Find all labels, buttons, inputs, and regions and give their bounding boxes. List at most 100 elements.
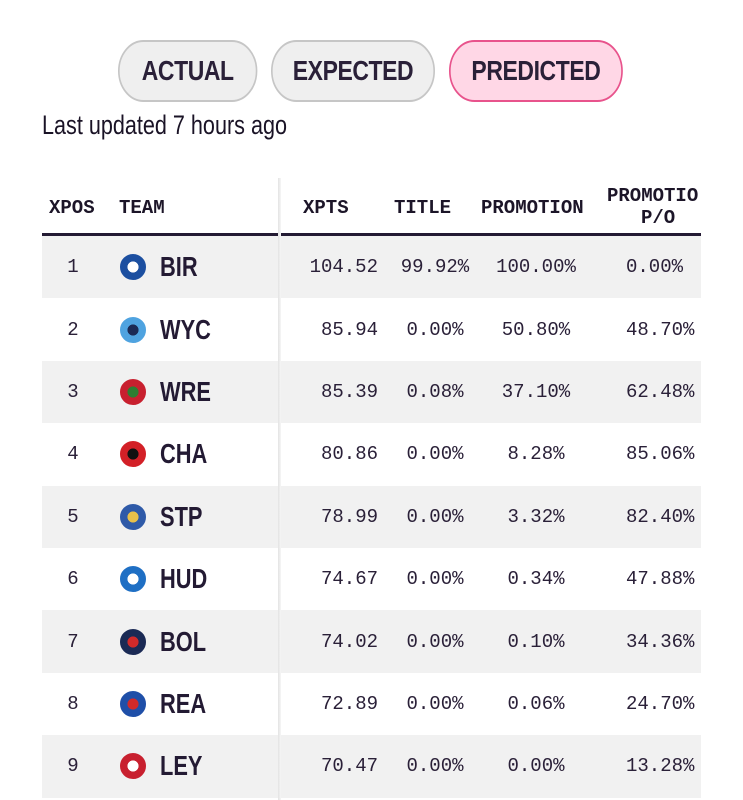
standings-table: XPOS TEAM XPTS TITLE PROMOTION PROMOTIO … — [42, 178, 701, 800]
crest-cell — [120, 361, 146, 423]
huddersfield-crest-icon — [120, 566, 146, 593]
promotion-playoff-cell: 13.28% — [626, 755, 695, 778]
crest-cell — [120, 423, 146, 485]
position-cell: 6 — [67, 568, 79, 591]
table-row[interactable]: 2 WYC 85.94 0.00% 50.80% 48.70% — [42, 298, 701, 360]
tab-actual[interactable]: ACTUAL — [118, 40, 258, 102]
team-name[interactable]: LEY — [160, 750, 203, 782]
title-chance-cell: 0.00% — [406, 692, 464, 715]
promotion-playoff-cell: 24.70% — [626, 692, 695, 715]
promotion-chance-cell: 0.34% — [507, 568, 565, 591]
view-toggle: ACTUAL EXPECTED PREDICTED — [118, 40, 661, 102]
promotion-chance-cell: 37.10% — [501, 380, 571, 403]
position-cell: 7 — [67, 630, 79, 653]
xpts-cell: 85.39 — [320, 380, 378, 403]
promotion-playoff-cell: 34.36% — [626, 630, 695, 653]
promotion-playoff-cell: 48.70% — [626, 318, 695, 341]
team-name[interactable]: HUD — [160, 563, 208, 595]
header-xpos[interactable]: XPOS — [49, 197, 95, 219]
xpts-cell: 80.86 — [320, 443, 378, 466]
crest-cell — [120, 548, 146, 610]
header-team[interactable]: TEAM — [119, 197, 165, 219]
last-updated-text: Last updated 7 hours ago — [42, 110, 287, 140]
promotion-playoff-cell: 0.00% — [626, 256, 684, 279]
header-promotion-po-line1[interactable]: PROMOTIO — [607, 185, 699, 207]
table-header: XPOS TEAM XPTS TITLE PROMOTION PROMOTIO … — [42, 178, 701, 236]
position-cell: 4 — [67, 443, 79, 466]
xpts-cell: 85.94 — [320, 318, 378, 341]
team-name[interactable]: STP — [160, 500, 203, 532]
xpts-cell: 74.02 — [320, 630, 378, 653]
table-row[interactable]: 8 REA 72.89 0.00% 0.06% 24.70% — [42, 673, 701, 735]
birmingham-crest-icon — [120, 254, 146, 281]
crest-cell — [120, 486, 146, 548]
table-body: 1 BIR 104.52 99.92% 100.00% 0.00% 2 WYC 85.94 0.0… — [42, 236, 701, 798]
promotion-chance-cell: 0.10% — [507, 630, 565, 653]
team-name[interactable]: CHA — [160, 438, 208, 470]
crest-cell — [120, 673, 146, 735]
promotion-chance-cell: 0.06% — [507, 692, 565, 715]
team-name[interactable]: BIR — [160, 251, 198, 283]
table-row[interactable]: 7 BOL 74.02 0.00% 0.10% 34.36% — [42, 610, 701, 673]
promotion-playoff-cell: 62.48% — [626, 380, 695, 403]
promotion-playoff-cell: 85.06% — [626, 443, 695, 466]
title-chance-cell: 0.00% — [406, 755, 464, 778]
position-cell: 3 — [67, 380, 79, 403]
title-chance-cell: 0.00% — [406, 443, 464, 466]
promotion-chance-cell: 8.28% — [507, 443, 565, 466]
position-cell: 9 — [67, 755, 79, 778]
team-name[interactable]: BOL — [160, 625, 207, 657]
tab-actual-label: ACTUAL — [141, 55, 234, 86]
header-promotion[interactable]: PROMOTION — [481, 197, 584, 219]
position-cell: 8 — [67, 692, 79, 715]
tab-predicted[interactable]: PREDICTED — [449, 40, 623, 102]
tab-expected-label: EXPECTED — [292, 55, 414, 86]
position-cell: 2 — [67, 318, 79, 341]
promotion-playoff-cell: 47.88% — [626, 568, 695, 591]
team-name[interactable]: WYC — [160, 313, 211, 345]
table-row[interactable]: 5 STP 78.99 0.00% 3.32% 82.40% — [42, 485, 701, 548]
team-name[interactable]: REA — [160, 687, 207, 719]
title-chance-cell: 99.92% — [400, 256, 470, 279]
xpts-cell: 74.67 — [320, 568, 378, 591]
header-xpts[interactable]: XPTS — [303, 197, 349, 219]
team-name[interactable]: WRE — [160, 375, 211, 407]
charlton-crest-icon — [120, 441, 146, 468]
promotion-playoff-cell: 82.40% — [626, 505, 695, 528]
tab-predicted-label: PREDICTED — [471, 55, 601, 86]
title-chance-cell: 0.00% — [406, 505, 464, 528]
xpts-cell: 72.89 — [320, 692, 378, 715]
title-chance-cell: 0.00% — [406, 568, 464, 591]
title-chance-cell: 0.00% — [406, 630, 464, 653]
promotion-chance-cell: 3.32% — [507, 505, 565, 528]
header-promotion-po-line2[interactable]: P/O — [641, 207, 676, 229]
position-cell: 1 — [67, 256, 79, 279]
xpts-cell: 78.99 — [320, 505, 378, 528]
xpts-cell: 70.47 — [320, 755, 378, 778]
table-row[interactable]: 6 HUD 74.67 0.00% 0.34% 47.88% — [42, 548, 701, 610]
stockport-crest-icon — [120, 503, 146, 530]
bolton-crest-icon — [120, 628, 146, 655]
xpts-cell: 104.52 — [309, 256, 378, 279]
crest-cell — [120, 298, 146, 360]
wycombe-crest-icon — [120, 316, 146, 343]
table-row[interactable]: 3 WRE 85.39 0.08% 37.10% 62.48% — [42, 360, 701, 424]
position-cell: 5 — [67, 505, 79, 528]
header-title[interactable]: TITLE — [394, 197, 452, 219]
crest-cell — [120, 610, 146, 672]
table-row[interactable]: 9 LEY 70.47 0.00% 0.00% 13.28% — [42, 735, 701, 798]
reading-crest-icon — [120, 690, 146, 717]
leyton-orient-crest-icon — [120, 753, 146, 780]
wrexham-crest-icon — [120, 378, 146, 405]
title-chance-cell: 0.00% — [406, 318, 464, 341]
sticky-column-divider — [278, 178, 281, 800]
table-row[interactable]: 4 CHA 80.86 0.00% 8.28% 85.06% — [42, 423, 701, 485]
tab-expected[interactable]: EXPECTED — [271, 40, 435, 102]
crest-cell — [120, 236, 146, 298]
table-row[interactable]: 1 BIR 104.52 99.92% 100.00% 0.00% — [42, 236, 701, 299]
promotion-chance-cell: 0.00% — [507, 755, 565, 778]
promotion-chance-cell: 50.80% — [501, 318, 571, 341]
title-chance-cell: 0.08% — [406, 380, 464, 403]
crest-cell — [120, 735, 146, 797]
promotion-chance-cell: 100.00% — [496, 256, 576, 279]
